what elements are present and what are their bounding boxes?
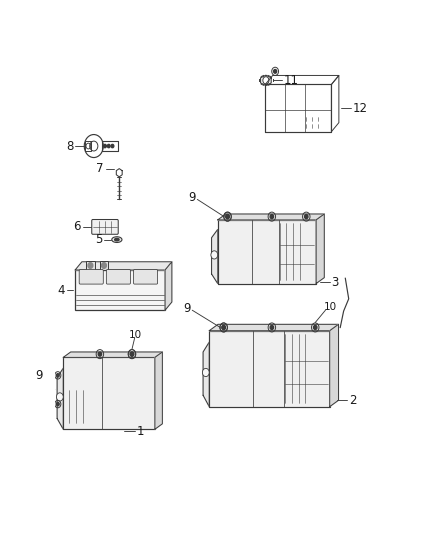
FancyBboxPatch shape (92, 220, 118, 235)
Circle shape (314, 326, 317, 329)
Circle shape (270, 215, 273, 219)
Bar (99, 261, 108, 270)
Circle shape (57, 393, 63, 401)
Circle shape (102, 263, 106, 268)
Circle shape (226, 215, 229, 219)
Polygon shape (218, 220, 316, 284)
Polygon shape (316, 214, 324, 284)
Circle shape (274, 69, 277, 73)
Text: 11: 11 (284, 74, 299, 87)
Circle shape (270, 326, 274, 329)
Bar (86, 261, 95, 270)
Text: 9: 9 (183, 302, 191, 314)
Polygon shape (63, 358, 155, 429)
Ellipse shape (112, 237, 122, 243)
Circle shape (304, 215, 308, 219)
Text: 5: 5 (95, 233, 102, 246)
Polygon shape (203, 342, 209, 407)
Polygon shape (155, 352, 162, 429)
Circle shape (57, 402, 59, 406)
Ellipse shape (115, 238, 119, 241)
Text: 6: 6 (74, 220, 81, 233)
Text: 1: 1 (136, 425, 144, 438)
Text: 3: 3 (332, 276, 339, 289)
Text: 4: 4 (57, 284, 65, 296)
Text: 8: 8 (66, 140, 74, 152)
Text: 9: 9 (188, 191, 196, 204)
Circle shape (57, 374, 59, 377)
Circle shape (104, 144, 106, 148)
Polygon shape (57, 368, 63, 429)
Text: 2: 2 (349, 394, 357, 407)
FancyBboxPatch shape (79, 270, 103, 284)
Polygon shape (209, 330, 330, 407)
Polygon shape (63, 352, 162, 358)
Circle shape (88, 263, 93, 268)
Circle shape (111, 144, 114, 148)
Circle shape (98, 352, 102, 356)
Circle shape (130, 352, 134, 356)
FancyBboxPatch shape (106, 270, 131, 284)
Circle shape (211, 251, 218, 259)
Polygon shape (75, 262, 172, 270)
Bar (75, 270, 165, 310)
Polygon shape (209, 324, 339, 330)
Text: 7: 7 (96, 162, 104, 175)
Text: 12: 12 (353, 102, 367, 115)
Text: 10: 10 (129, 330, 142, 340)
Polygon shape (212, 230, 218, 284)
FancyBboxPatch shape (134, 270, 158, 284)
Circle shape (222, 326, 225, 329)
Circle shape (226, 215, 229, 219)
Circle shape (130, 352, 134, 356)
Text: 9: 9 (35, 369, 43, 382)
Polygon shape (218, 214, 324, 220)
Circle shape (107, 144, 110, 148)
Polygon shape (165, 262, 172, 310)
Circle shape (202, 368, 209, 377)
Text: 10: 10 (324, 302, 337, 312)
Polygon shape (330, 324, 339, 407)
Circle shape (222, 326, 225, 329)
